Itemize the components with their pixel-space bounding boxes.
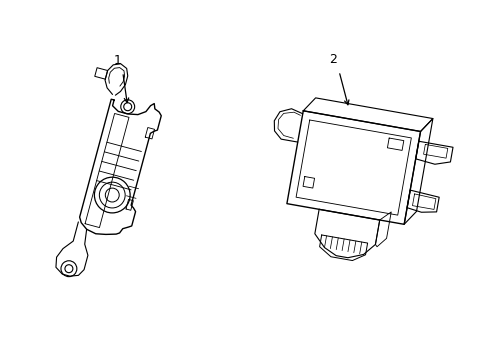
- Text: 2: 2: [328, 53, 336, 66]
- Text: 1: 1: [114, 54, 122, 67]
